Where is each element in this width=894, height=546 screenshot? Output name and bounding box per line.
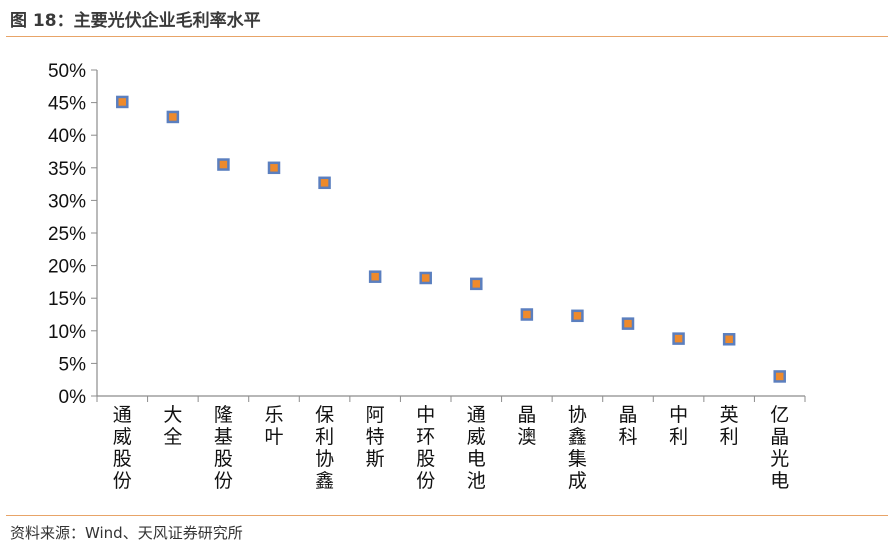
y-tick-label: 30% [48, 191, 86, 212]
x-category-label: 通威电池 [467, 404, 486, 492]
y-tick-label: 40% [48, 126, 86, 147]
data-point [217, 158, 230, 171]
data-point [166, 110, 180, 124]
x-category-label: 晶澳 [517, 404, 536, 448]
y-tick-label: 35% [48, 159, 86, 180]
data-point [672, 332, 685, 345]
data-point [571, 309, 584, 323]
x-category-label: 中利 [669, 404, 688, 448]
data-point [722, 333, 736, 346]
data-point [116, 95, 129, 109]
header-divider [6, 36, 888, 37]
x-category-label: 阿特斯 [366, 404, 385, 470]
y-tick-label: 25% [48, 224, 86, 245]
data-point [470, 277, 483, 291]
x-category-label: 英利 [720, 404, 739, 448]
data-point [419, 271, 432, 285]
x-category-label: 通威股份 [113, 404, 132, 492]
data-point [520, 308, 534, 321]
scatter-chart: 0% 5% 10% 15% 20% 25% 30% 35% 40% 45% 50% 通威股份 大全隆基… [48, 61, 806, 492]
y-tick-label: 15% [48, 289, 86, 310]
data-point [318, 176, 331, 190]
y-tick-label: 0% [59, 387, 87, 408]
x-category-label: 晶科 [618, 404, 637, 448]
x-category-label: 中环股份 [416, 404, 435, 492]
y-tick-label: 10% [48, 322, 86, 343]
y-tick-label: 20% [48, 257, 86, 278]
x-category-label: 保利协鑫 [315, 404, 334, 492]
chart-axes [96, 70, 805, 397]
y-tick-label: 45% [48, 94, 86, 115]
x-category-label: 协鑫集成 [568, 404, 587, 492]
y-tick-label: 5% [59, 354, 87, 375]
x-axis-category-labels: 通威股份 大全 隆基股份 乐叶 保利协鑫 阿特斯 中环股份 通威电池 晶澳 协鑫集成 晶科中利英利亿… [96, 396, 806, 492]
data-point [267, 161, 281, 175]
data-point [368, 270, 382, 283]
data-points [116, 95, 786, 383]
x-category-label: 大全 [163, 404, 182, 448]
data-point [621, 317, 635, 330]
x-category-label: 隆基股份 [214, 404, 233, 492]
y-tick-label: 50% [48, 61, 86, 82]
x-category-label: 乐叶 [264, 404, 283, 448]
data-point [773, 370, 786, 383]
footer-divider [6, 515, 888, 516]
source-note: 资料来源：Wind、天风证券研究所 [10, 524, 243, 542]
x-category-label: 亿晶光电 [770, 404, 789, 492]
chart-title: 图 18：主要光伏企业毛利率水平 [10, 11, 261, 31]
y-axis-ticks: 0% 5% 10% 15% 20% 25% 30% 35% 40% 45% 50% [48, 61, 97, 408]
